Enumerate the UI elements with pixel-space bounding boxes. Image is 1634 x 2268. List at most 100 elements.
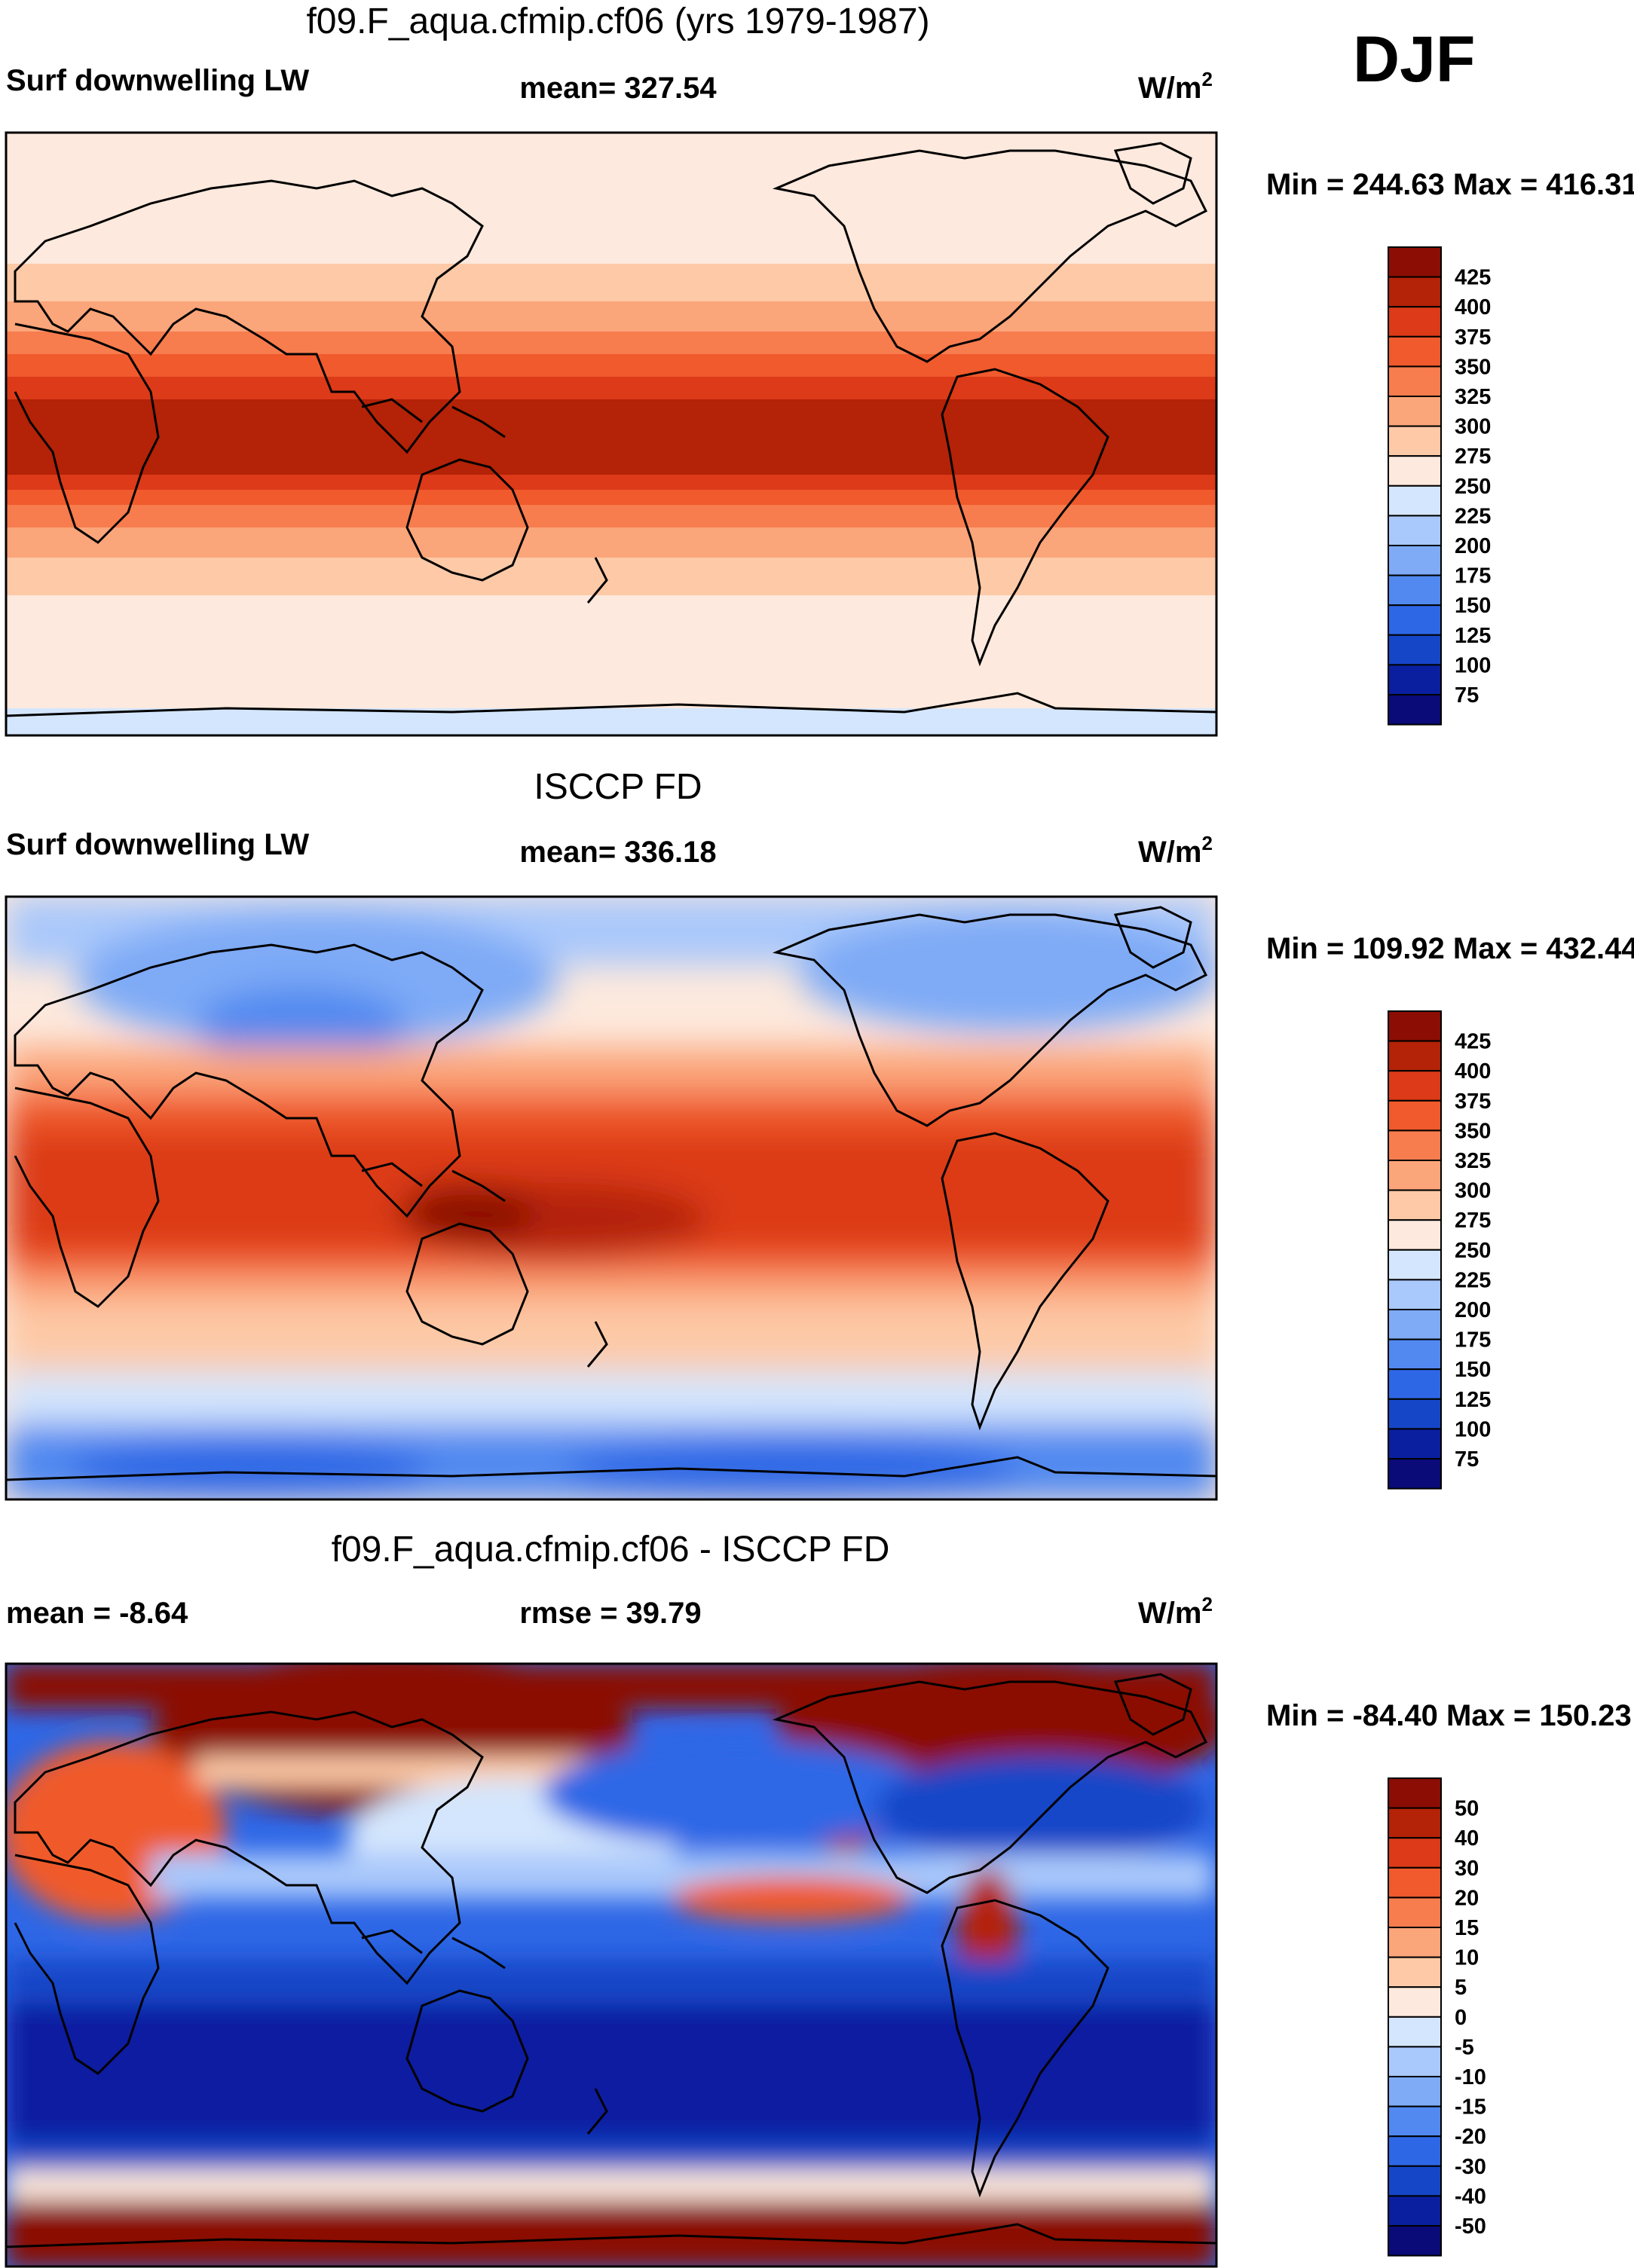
colorbar-tick-label: 200 (1455, 534, 1491, 558)
panel-3-title: f09.F_aqua.cfmip.cf06 - ISCCP FD (332, 1530, 890, 1570)
colorbar-box (1388, 2046, 1442, 2077)
colorbar-tick-label: 275 (1455, 445, 1491, 469)
colorbar-tick-label: 30 (1455, 1857, 1479, 1881)
colorbar-tick-label: 150 (1455, 1358, 1491, 1382)
panel-2-units-base: W/m (1138, 836, 1201, 869)
colorbar-tick-label: 350 (1455, 1119, 1491, 1143)
colorbar-tick-label: 250 (1455, 1239, 1491, 1263)
colorbar-box (1388, 1807, 1442, 1839)
colorbar-tick-label: 250 (1455, 475, 1491, 499)
panel-3-frame (5, 1662, 1218, 2268)
colorbar-box (1388, 1927, 1442, 1958)
panel-3-units-exp: 2 (1201, 1593, 1212, 1615)
colorbar-tick-label: 15 (1455, 1916, 1479, 1940)
colorbar-box (1388, 1956, 1442, 1988)
colorbar-box (1388, 1897, 1442, 1928)
panel-3-units: W/m2 (1138, 1593, 1213, 1630)
colorbar-tick-label: 400 (1455, 295, 1491, 319)
panel-3-range-label: Min = -84.40 Max = 150.23 (1266, 1699, 1632, 1732)
colorbar-tick-label: 175 (1455, 1328, 1491, 1353)
colorbar-box (1388, 1219, 1442, 1251)
colorbar-tick-label: 375 (1455, 326, 1491, 350)
colorbar-box (1388, 276, 1442, 308)
colorbar-box (1388, 396, 1442, 427)
panel-1-map (6, 133, 1216, 735)
panel-1-variable-label: Surf downwelling LW (6, 64, 309, 97)
colorbar-box (1388, 2076, 1442, 2108)
colorbar-tick-label: -5 (1455, 2035, 1474, 2059)
colorbar-box (1388, 1309, 1442, 1340)
colorbar-tick-label: 125 (1455, 624, 1491, 648)
colorbar-tick-label: -40 (1455, 2184, 1486, 2208)
colorbar-box (1388, 2135, 1442, 2167)
colorbar-tick-label: 400 (1455, 1059, 1491, 1084)
colorbar-box (1388, 335, 1442, 368)
colorbar-box (1388, 1837, 1442, 1869)
colorbar-box (1388, 2016, 1442, 2048)
colorbar-tick-label: 325 (1455, 385, 1491, 409)
colorbar-tick-label: 5 (1455, 1976, 1467, 2000)
colorbar-box (1388, 1398, 1442, 1430)
colorbar-tick-label: 0 (1455, 2006, 1467, 2030)
colorbar-box (1388, 365, 1442, 397)
colorbar-tick-label: 10 (1455, 1946, 1479, 1970)
colorbar-tick-label: -20 (1455, 2125, 1486, 2149)
colorbar-box (1388, 2105, 1442, 2138)
colorbar-box (1388, 2195, 1442, 2227)
colorbar-box (1388, 1338, 1442, 1371)
colorbar-tick-label: 125 (1455, 1388, 1491, 1412)
colorbar-tick-label: 225 (1455, 1268, 1491, 1292)
colorbar-box (1388, 634, 1442, 666)
colorbar-tick-label: 425 (1455, 1030, 1491, 1054)
colorbar-tick-label: 225 (1455, 504, 1491, 528)
colorbar-tick-label: 75 (1455, 1447, 1479, 1472)
colorbar-tick-label: 150 (1455, 594, 1491, 618)
colorbar-box (1388, 246, 1442, 278)
colorbar-box (1388, 1279, 1442, 1311)
panel-3: f09.F_aqua.cfmip.cf06 - ISCCP FD mean = … (5, 1530, 1632, 2268)
panel-2-mean-label: mean= 336.18 (519, 836, 716, 869)
colorbar-tick-label: 300 (1455, 1179, 1491, 1203)
colorbar-box (1388, 545, 1442, 576)
colorbar-box (1388, 1777, 1442, 1809)
panel-3-units-base: W/m (1138, 1597, 1201, 1630)
panel-1-colorbar: 425 400 375 350 325 300 275 250 225 200 175 150 125 1… (1388, 246, 1491, 726)
colorbar-tick-label: -15 (1455, 2095, 1486, 2120)
colorbar-tick-label: -30 (1455, 2155, 1486, 2179)
colorbar-box (1388, 484, 1442, 517)
colorbar-box (1388, 2225, 1442, 2257)
colorbar-box (1388, 1249, 1442, 1281)
panel-1-units-exp: 2 (1201, 68, 1212, 90)
colorbar-tick-label: 350 (1455, 355, 1491, 379)
panel-3-mean-label: mean = -8.64 (6, 1597, 188, 1630)
colorbar-box (1388, 1099, 1442, 1132)
colorbar-box (1388, 1428, 1442, 1460)
colorbar-box (1388, 1866, 1442, 1899)
colorbar-tick-label: 100 (1455, 1417, 1491, 1441)
colorbar-box (1388, 455, 1442, 487)
colorbar-tick-label: -10 (1455, 2065, 1486, 2089)
panel-3-map (6, 1664, 1216, 2266)
panel-1-range-label: Min = 244.63 Max = 416.31 (1266, 168, 1634, 201)
colorbar-box (1388, 425, 1442, 457)
panel-2-map (6, 897, 1216, 1499)
panel-2-frame (5, 895, 1218, 1501)
colorbar-box (1388, 1160, 1442, 1191)
season-label: DJF (1353, 23, 1475, 96)
panel-1-title: f09.F_aqua.cfmip.cf06 (yrs 1979-1987) (306, 2, 929, 41)
panel-2-variable-label: Surf downwelling LW (6, 828, 309, 861)
colorbar-box (1388, 1129, 1442, 1162)
colorbar-tick-label: 175 (1455, 564, 1491, 588)
colorbar-tick-label: 100 (1455, 653, 1491, 677)
panel-2-units-exp: 2 (1201, 832, 1212, 854)
colorbar-box (1388, 1010, 1442, 1042)
colorbar-tick-label: 300 (1455, 415, 1491, 439)
colorbar-tick-label: 425 (1455, 266, 1491, 290)
panel-1-frame (5, 131, 1218, 737)
colorbar-tick-label: 40 (1455, 1826, 1479, 1851)
colorbar-box (1388, 1986, 1442, 2018)
colorbar-tick-label: 325 (1455, 1149, 1491, 1173)
panel-2-title: ISCCP FD (534, 767, 702, 807)
panel-1: f09.F_aqua.cfmip.cf06 (yrs 1979-1987) Su… (5, 2, 1634, 737)
